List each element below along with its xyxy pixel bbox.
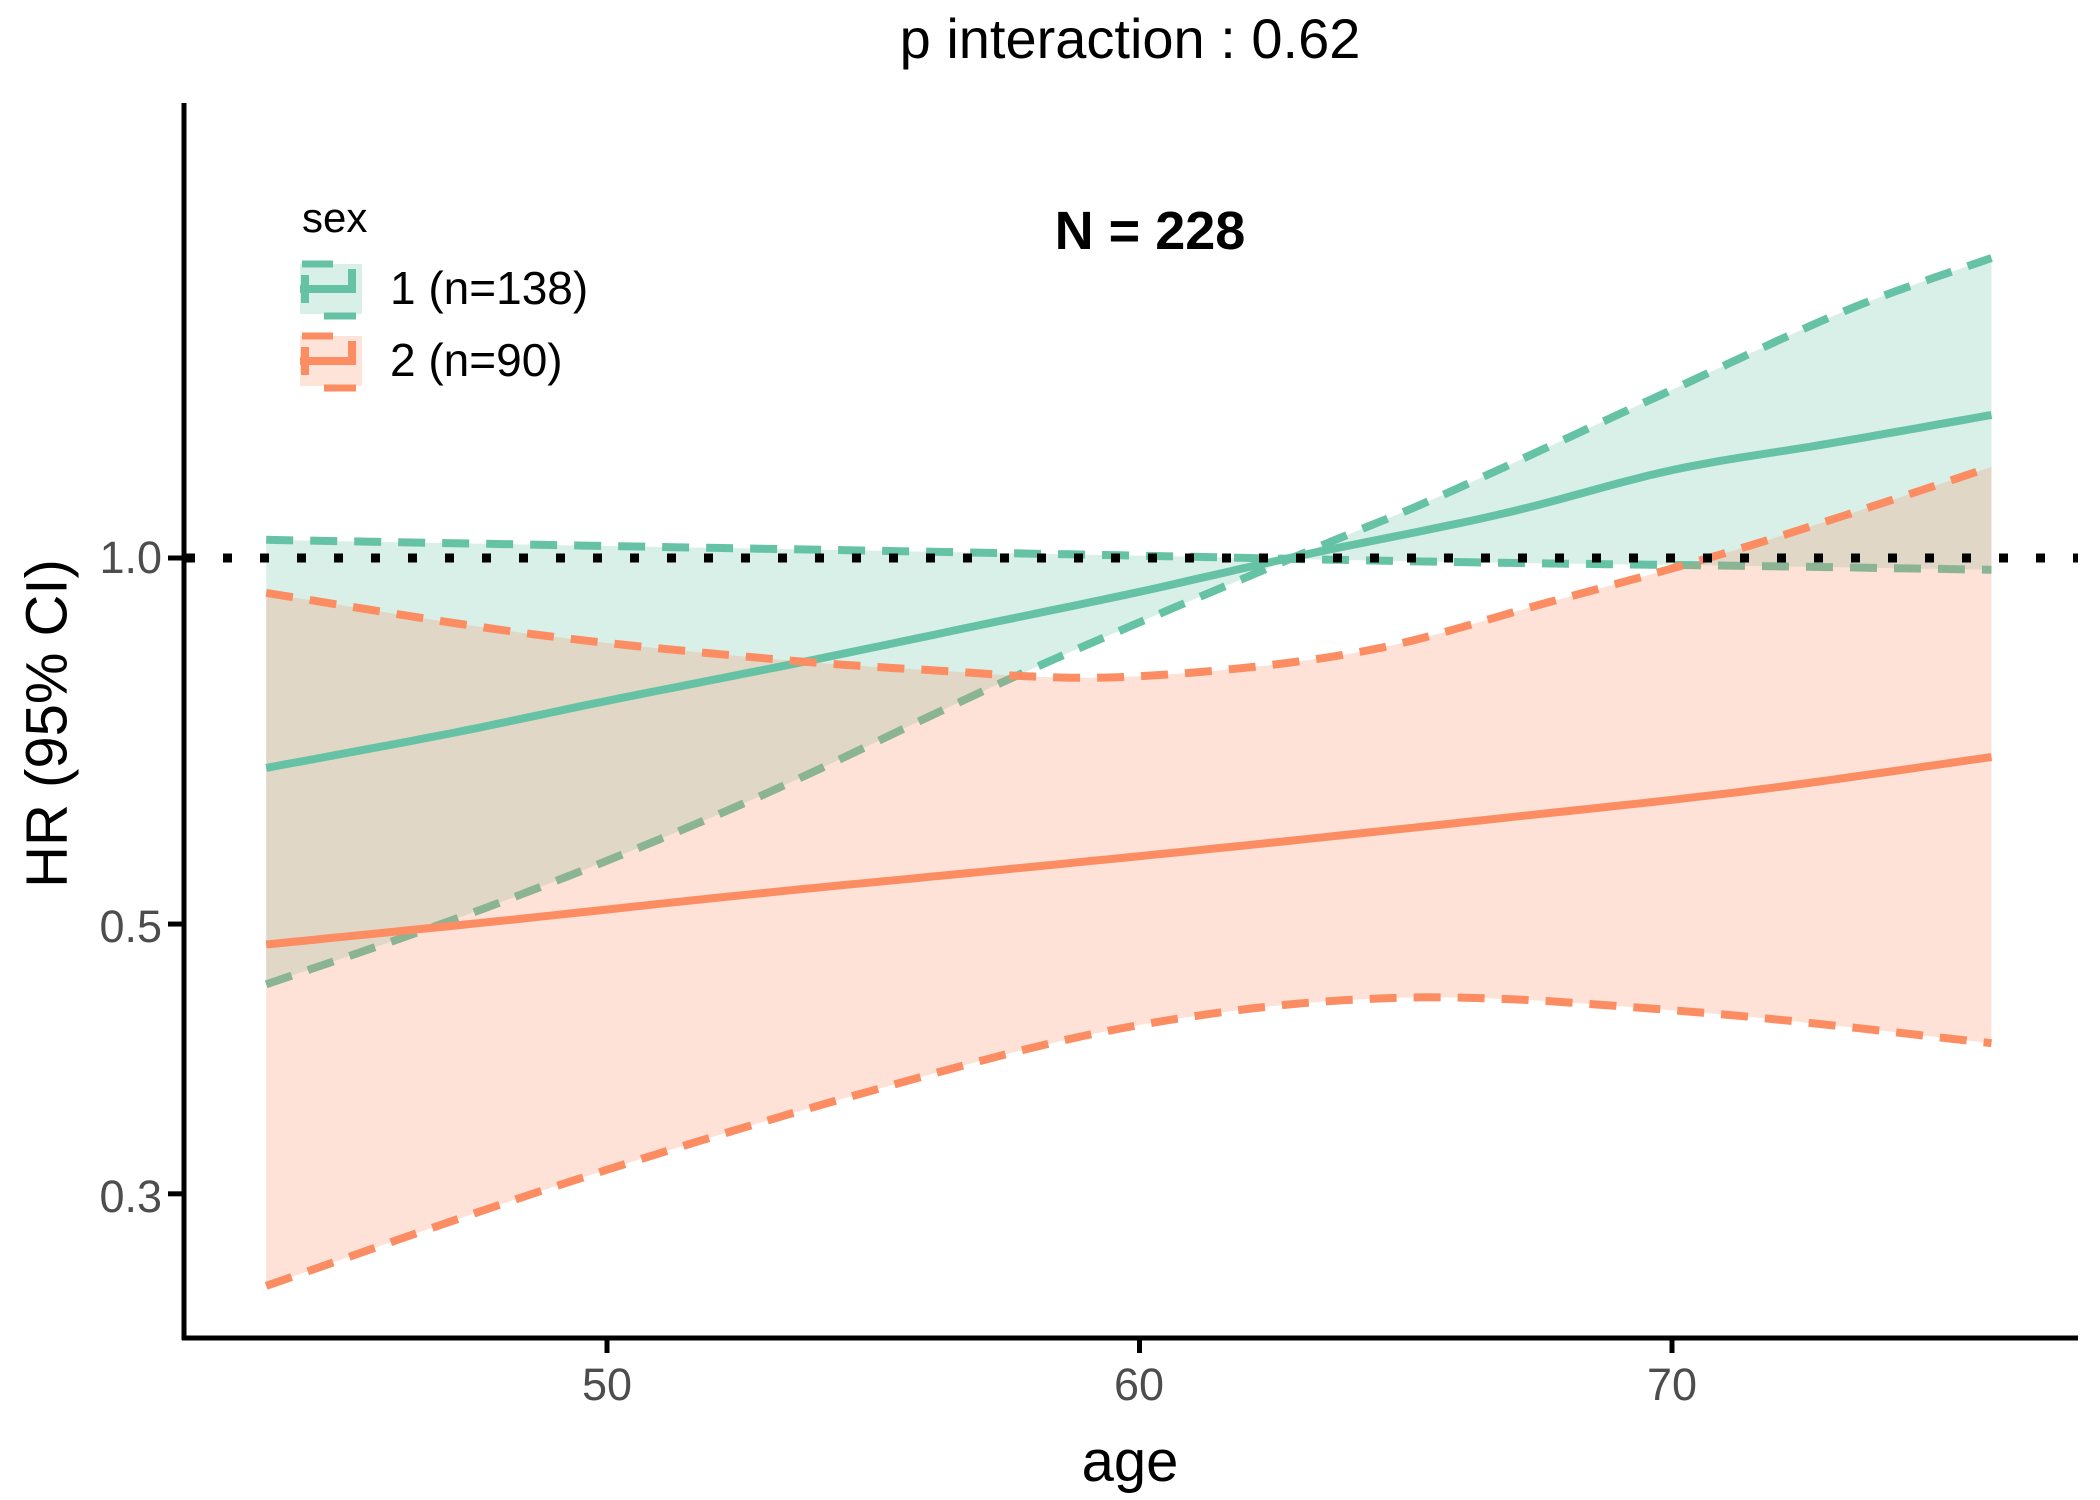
legend-label-sex1: 1 (n=138) xyxy=(390,262,589,314)
legend-item-sex1: 1 (n=138) xyxy=(300,256,588,320)
x-axis-title: age xyxy=(1081,1429,1179,1494)
y-tick-label-0.5: 0.5 xyxy=(99,901,162,952)
ribbon-errorbar-key-icon xyxy=(300,260,362,320)
legend: sex 1 (n=138) 2 (n=90) xyxy=(300,194,588,400)
axes xyxy=(168,103,2078,1353)
fit-lines xyxy=(264,411,1993,1290)
x-tick-label-70: 70 xyxy=(1646,1359,1698,1410)
y-tick-label-0.3: 0.3 xyxy=(99,1171,162,1222)
legend-item-sex2: 2 (n=90) xyxy=(300,328,588,392)
sample-size-annotation: N = 228 xyxy=(1054,201,1246,261)
sex2-ci-dashed-lower xyxy=(264,993,1992,1290)
x-tick-label-60: 60 xyxy=(1113,1359,1165,1410)
sex1-confidence-band xyxy=(266,258,1992,985)
y-tick-label-1.0: 1.0 xyxy=(99,532,162,583)
legend-title: sex xyxy=(302,194,368,241)
sex1-fit-line xyxy=(265,411,1993,772)
y-axis-title: HR (95% CI) xyxy=(14,559,80,888)
legend-label-sex2: 2 (n=90) xyxy=(390,334,563,386)
ribbon-errorbar-key-icon xyxy=(300,332,362,392)
axis-tick-marks xyxy=(168,555,1675,1353)
x-tick-label-50: 50 xyxy=(581,1359,633,1410)
sex2-confidence-band xyxy=(266,467,1992,1286)
plot-title: p interaction : 0.62 xyxy=(899,7,1361,70)
sex2-fit-line xyxy=(265,753,1993,949)
sex2-ci-dashed-upper xyxy=(265,463,1993,682)
confidence-bands xyxy=(264,254,1993,1286)
